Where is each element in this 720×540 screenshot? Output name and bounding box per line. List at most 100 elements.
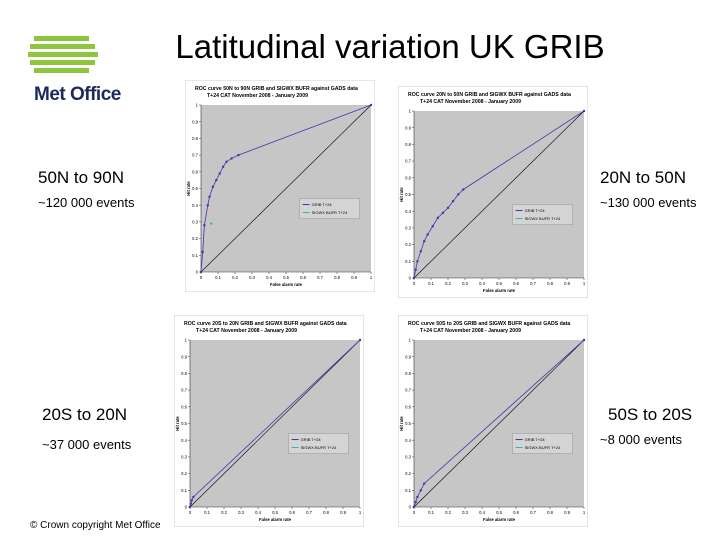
- y-tick-label: 0.8: [405, 142, 411, 147]
- y-tick-label: 0.1: [405, 259, 411, 264]
- x-axis-label: False alarm rate: [483, 517, 516, 522]
- roc-curve-point: [414, 268, 417, 271]
- x-tick-label: 0.4: [479, 281, 485, 286]
- x-axis-label: False alarm rate: [259, 517, 292, 522]
- copyright-notice: © Crown copyright Met Office: [30, 520, 161, 531]
- roc-curve-point: [225, 160, 228, 163]
- roc-curve-point: [190, 499, 193, 502]
- x-tick-label: 0.8: [323, 510, 329, 515]
- legend-label: SIGWX BUFR T+24: [301, 445, 337, 450]
- y-tick-label: 0.3: [405, 455, 411, 460]
- legend-label: SIGWX BUFR T+24: [525, 216, 561, 221]
- roc-curve-point: [192, 495, 195, 499]
- region-label-3: 20S to 20N: [42, 405, 128, 424]
- y-tick-label: 0: [185, 505, 188, 510]
- y-tick-label: 0.2: [405, 242, 411, 247]
- x-tick-label: 0.1: [215, 275, 221, 280]
- x-tick-label: 0.3: [462, 281, 468, 286]
- roc-curve-point: [451, 199, 455, 203]
- y-tick-label: 0.7: [192, 153, 198, 158]
- y-tick-label: 0: [196, 270, 199, 275]
- y-axis-label: Hit rate: [399, 187, 404, 202]
- x-tick-label: 0.3: [238, 510, 244, 515]
- y-tick-label: 1: [409, 338, 412, 343]
- legend-label: GRIB T+24: [525, 437, 546, 442]
- x-tick-label: 0.1: [428, 510, 434, 515]
- x-tick-label: 0.5: [496, 510, 502, 515]
- y-tick-label: 0.3: [405, 226, 411, 231]
- y-tick-label: 0.6: [192, 169, 198, 174]
- roc-chart-50s-20s: ROC curve 50S to 20S GRIB and SIGWX BUFR…: [398, 315, 588, 527]
- roc-curve-point: [582, 109, 586, 113]
- x-tick-label: 0.9: [564, 510, 570, 515]
- x-tick-label: 0.5: [283, 275, 289, 280]
- chart-subtitle: T+24 CAT November 2008 - January 2009: [420, 99, 521, 105]
- y-tick-label: 1: [185, 338, 188, 343]
- x-tick-label: 0.9: [351, 275, 357, 280]
- x-tick-label: 0: [413, 281, 416, 286]
- legend-box: [512, 204, 573, 225]
- roc-curve-point: [215, 178, 218, 182]
- y-tick-label: 1: [196, 103, 199, 108]
- x-axis-label: False alarm rate: [483, 288, 516, 293]
- y-tick-label: 0.1: [192, 253, 198, 258]
- roc-curve-point: [188, 505, 192, 509]
- region-events-2: ~130 000 events: [600, 195, 697, 210]
- x-tick-label: 1: [359, 510, 362, 515]
- y-tick-label: 1: [409, 109, 412, 114]
- met-office-logo: Met Office: [22, 30, 132, 115]
- x-tick-label: 0.2: [221, 510, 227, 515]
- roc-chart-svg: ROC curve 20N to 50N GRIB and SIGWX BUFR…: [398, 86, 588, 298]
- no-skill-diagonal: [413, 339, 585, 508]
- roc-curve-point: [208, 195, 211, 199]
- y-tick-label: 0.7: [405, 159, 411, 164]
- roc-curve-point: [419, 489, 422, 492]
- region-label-4: 50S to 20S: [608, 405, 693, 424]
- region-label-1: 50N to 90N: [38, 168, 124, 187]
- x-tick-label: 0.9: [564, 281, 570, 286]
- roc-curve-point: [423, 482, 426, 485]
- roc-curve-point: [211, 185, 215, 189]
- legend-label: SIGWX BUFR T+24: [525, 445, 561, 450]
- y-axis-label: Hit rate: [186, 181, 191, 196]
- roc-curve-point: [446, 206, 450, 210]
- x-tick-label: 0: [189, 510, 192, 515]
- x-tick-label: 0.6: [289, 510, 295, 515]
- region-events-3: ~37 000 events: [42, 437, 132, 452]
- y-tick-label: 0.4: [181, 438, 187, 443]
- roc-curve-point: [221, 165, 225, 168]
- roc-curve-point: [436, 216, 439, 220]
- y-tick-label: 0.6: [181, 404, 187, 409]
- y-tick-label: 0.2: [181, 471, 187, 476]
- y-tick-label: 0.3: [181, 455, 187, 460]
- x-tick-label: 0.8: [547, 281, 553, 286]
- legend-label: SIGWX BUFR T+24: [312, 210, 348, 215]
- chart-title: ROC curve 20N to 50N GRIB and SIGWX BUFR…: [408, 92, 571, 98]
- y-tick-label: 0.9: [181, 354, 187, 359]
- roc-curve-point: [206, 204, 209, 207]
- chart-subtitle: T+24 CAT November 2008 - January 2009: [196, 328, 297, 334]
- y-tick-label: 0.6: [405, 404, 411, 409]
- roc-curve-point: [203, 224, 206, 227]
- slide-title: Latitudinal variation UK GRIB: [175, 28, 605, 65]
- roc-curve-point: [462, 188, 465, 191]
- x-tick-label: 0.2: [445, 281, 451, 286]
- roc-curve-point: [426, 233, 429, 236]
- chart-title: ROC curve 20S to 20N GRIB and SIGWX BUFR…: [184, 321, 347, 327]
- roc-curve-line: [413, 110, 585, 279]
- x-tick-label: 0.1: [204, 510, 210, 515]
- x-tick-label: 0.4: [479, 510, 485, 515]
- region-events-4: ~8 000 events: [600, 432, 683, 447]
- x-tick-label: 0.2: [445, 510, 451, 515]
- y-tick-label: 0: [409, 505, 412, 510]
- roc-chart-20s-20n: ROC curve 20S to 20N GRIB and SIGWX BUFR…: [174, 315, 364, 527]
- region-label-2: 20N to 50N: [600, 168, 686, 187]
- x-tick-label: 1: [370, 275, 373, 280]
- no-skill-diagonal: [200, 104, 372, 273]
- y-tick-label: 0.3: [192, 220, 198, 225]
- x-tick-label: 0: [200, 275, 203, 280]
- y-tick-label: 0.5: [405, 192, 411, 197]
- roc-curve-point: [189, 502, 193, 505]
- x-tick-label: 0.2: [232, 275, 238, 280]
- x-tick-label: 0.7: [530, 281, 536, 286]
